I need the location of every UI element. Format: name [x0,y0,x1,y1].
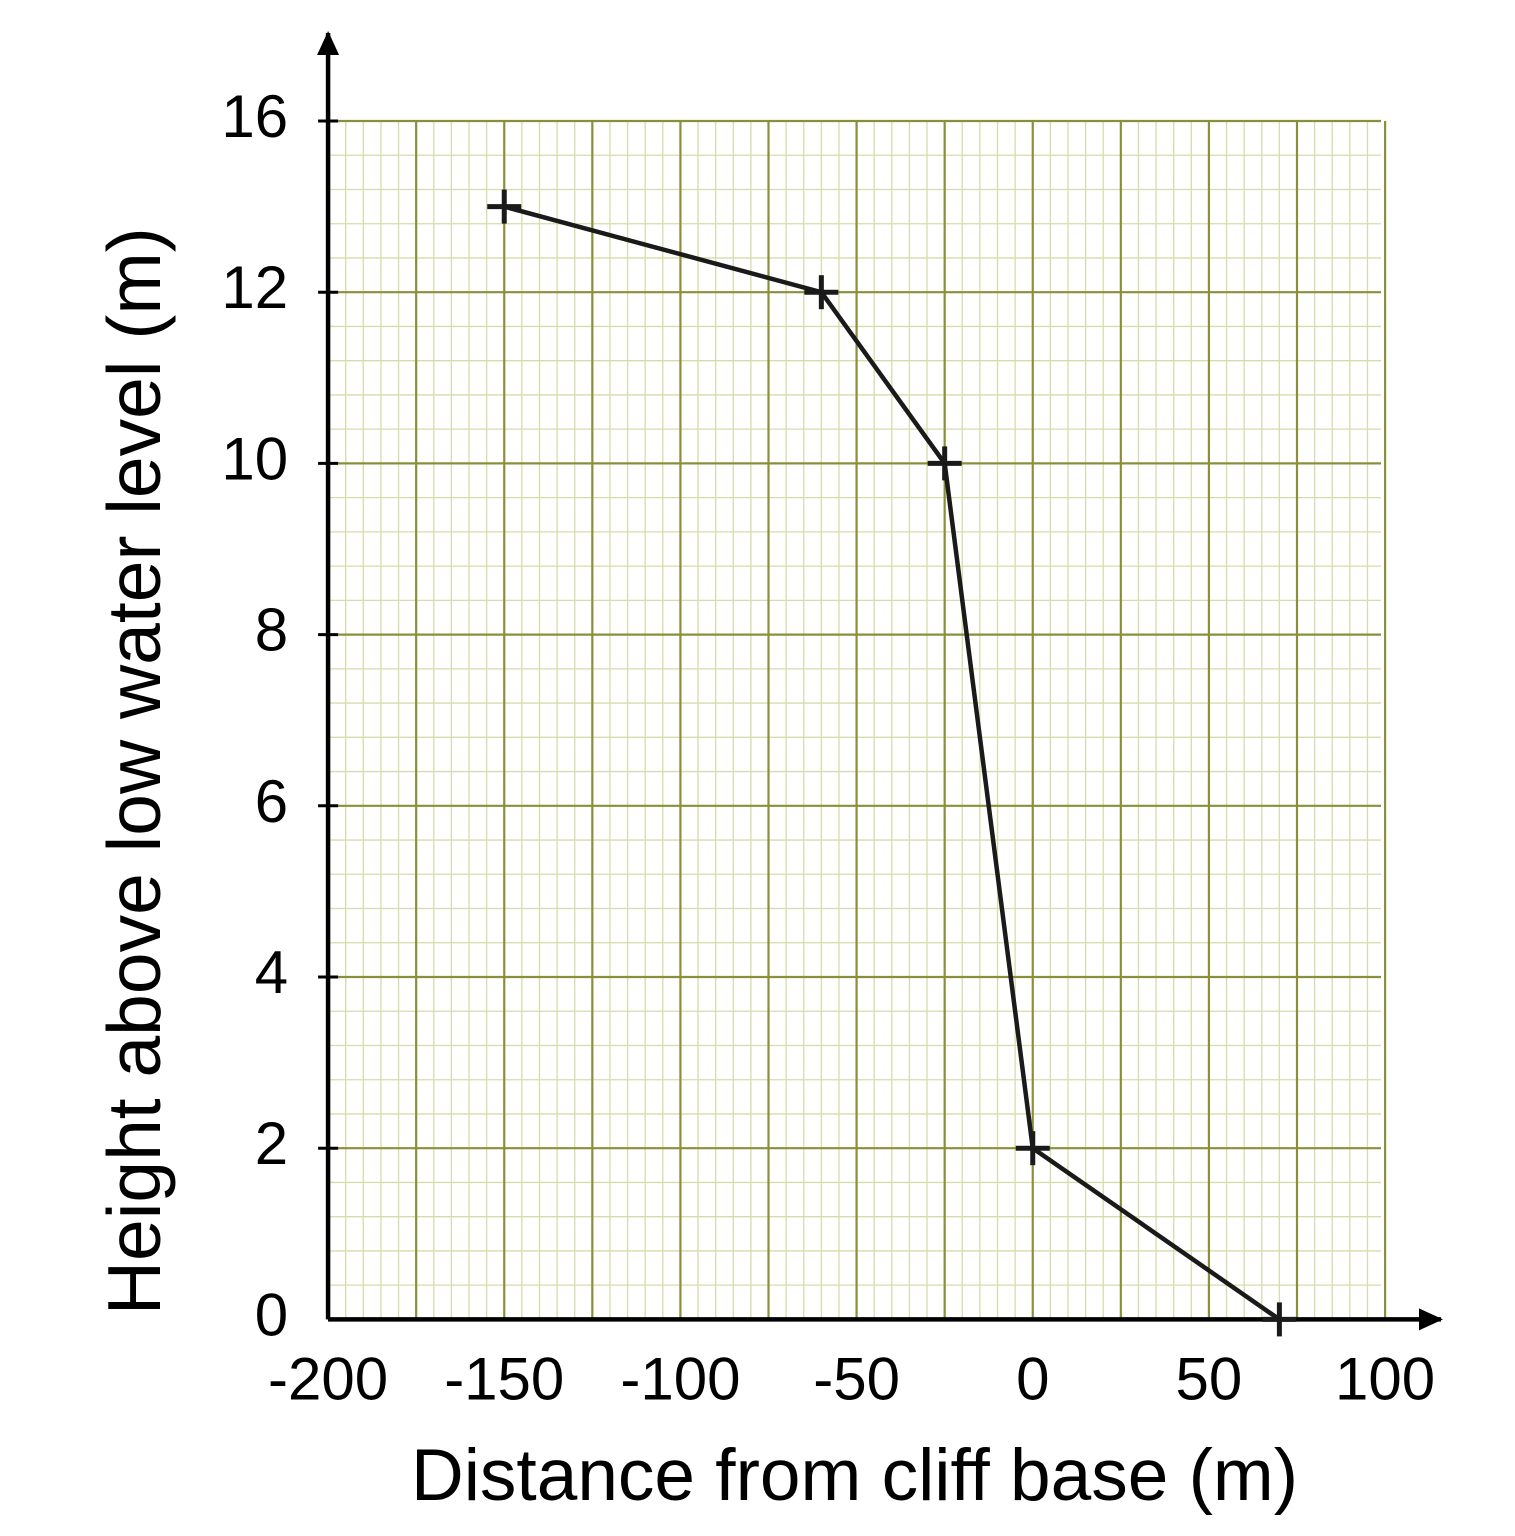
svg-text:50: 50 [1176,1345,1243,1412]
svg-text:Distance from cliff base (m): Distance from cliff base (m) [411,1435,1298,1516]
svg-text:0: 0 [1016,1345,1049,1412]
svg-text:-50: -50 [813,1345,900,1412]
svg-text:4: 4 [255,939,288,1006]
svg-text:100: 100 [1335,1345,1435,1412]
svg-text:-150: -150 [444,1345,564,1412]
svg-text:0: 0 [255,1281,288,1348]
svg-text:8: 8 [255,597,288,664]
svg-text:-200: -200 [268,1345,388,1412]
svg-text:6: 6 [255,768,288,835]
svg-text:2: 2 [255,1110,288,1177]
svg-text:-100: -100 [620,1345,740,1412]
svg-text:10: 10 [221,425,288,492]
svg-text:12: 12 [221,254,288,321]
svg-text:16: 16 [221,83,288,150]
svg-text:Height above low water level (: Height above low water level (m) [92,227,176,1315]
